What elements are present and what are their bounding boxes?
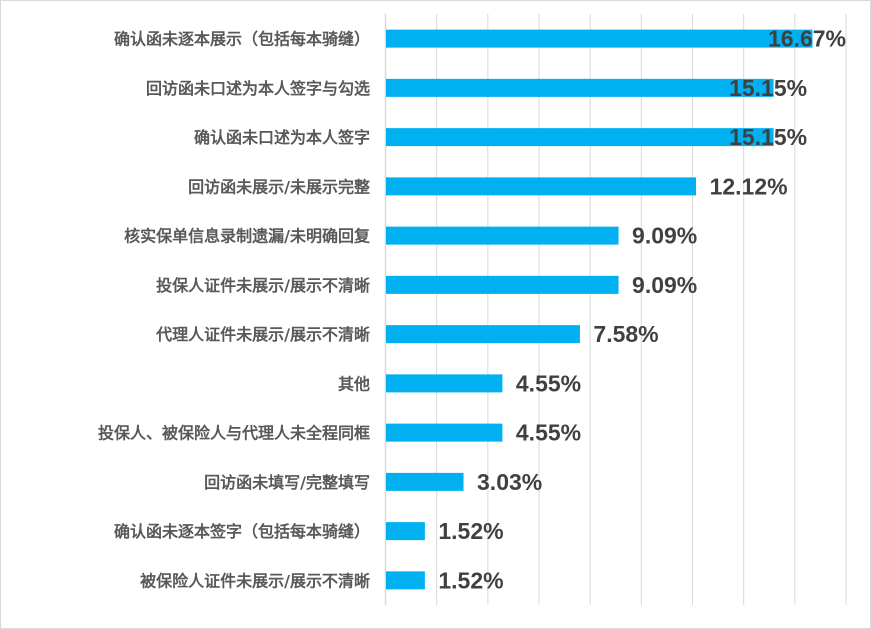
bar xyxy=(386,275,619,294)
value-label: 12.12% xyxy=(710,173,788,199)
category-label: 核实保单信息录制遗漏/未明确回复 xyxy=(124,227,371,246)
category-label: 投保人证件未展示/展示不清晰 xyxy=(156,276,370,295)
category-label: 确认函未逐本展示（包括每本骑缝） xyxy=(114,30,370,49)
value-label: 7.58% xyxy=(593,321,658,347)
value-label: 16.67% xyxy=(768,26,846,52)
category-label: 回访函未口述为本人签字与勾选 xyxy=(146,79,370,98)
category-label: 被保险人证件未展示/展示不清晰 xyxy=(140,571,370,590)
bar xyxy=(386,423,503,442)
bar xyxy=(386,29,813,48)
value-label: 4.55% xyxy=(516,420,581,446)
category-label: 确认函未逐本签字（包括每本骑缝） xyxy=(114,522,370,541)
value-label: 1.52% xyxy=(438,567,503,593)
value-label: 3.03% xyxy=(477,469,542,495)
bar xyxy=(386,78,774,97)
category-label: 其他 xyxy=(338,374,370,393)
bar xyxy=(386,128,774,147)
value-label: 15.15% xyxy=(729,124,807,150)
bar xyxy=(386,177,697,196)
bar xyxy=(386,374,503,393)
value-label: 15.15% xyxy=(729,75,807,101)
category-label: 回访函未展示/未展示完整 xyxy=(188,177,370,196)
bar xyxy=(386,472,464,491)
category-label: 代理人证件未展示/展示不清晰 xyxy=(155,325,370,344)
value-label: 9.09% xyxy=(632,272,697,298)
bar xyxy=(386,325,580,344)
bar xyxy=(386,571,425,590)
category-label: 确认函未口述为本人签字 xyxy=(194,128,370,147)
bar xyxy=(386,226,619,245)
value-label: 9.09% xyxy=(632,223,697,249)
bar xyxy=(386,522,425,541)
value-label: 4.55% xyxy=(516,370,581,396)
category-label: 投保人、被保险人与代理人未全程同框 xyxy=(98,424,370,443)
value-label: 1.52% xyxy=(438,518,503,544)
category-label: 回访函未填写/完整填写 xyxy=(204,473,370,492)
